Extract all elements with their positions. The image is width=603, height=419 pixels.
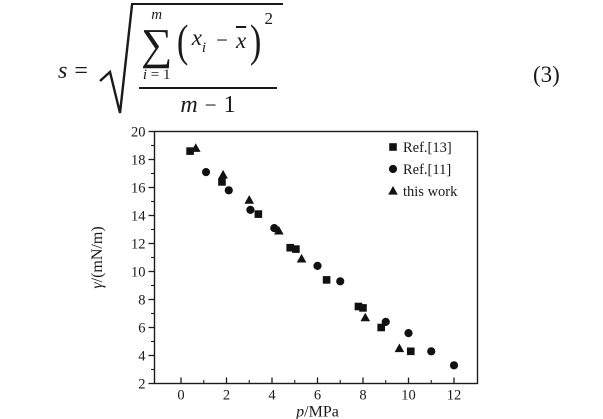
equals-sign: =	[150, 66, 160, 83]
minus-sign: −	[204, 92, 217, 117]
x-tick-label: 0	[177, 388, 184, 404]
legend-marker-circle	[388, 164, 398, 174]
data-point-triangle	[360, 312, 371, 322]
data-point-circle	[336, 277, 345, 286]
equation-lhs: s =	[58, 58, 88, 85]
data-point-circle	[449, 361, 459, 370]
y-tick-label: 4	[138, 349, 146, 365]
radicand: m ∑ i = 1 ( xi − x ) 2 m −1	[131, 3, 283, 119]
summation: m ∑ i = 1	[141, 8, 172, 83]
x-tick-label: 12	[447, 388, 462, 404]
open-paren: (	[177, 15, 189, 66]
variable-x-bar: x	[236, 29, 246, 52]
minus-sign: −	[216, 28, 228, 53]
legend-marker-triangle	[388, 186, 398, 195]
x-tick-label: 8	[359, 388, 366, 404]
equals-sign: =	[74, 58, 88, 84]
data-point-circle	[313, 261, 322, 270]
x-tick-label: 10	[401, 388, 416, 404]
data-point-circle	[224, 186, 233, 195]
data-point-circle	[404, 329, 413, 338]
data-point-square	[377, 323, 385, 332]
variable-s: s	[58, 58, 68, 84]
data-point-square	[254, 210, 263, 218]
data-point-square	[322, 276, 331, 284]
radical-sign-icon	[99, 4, 134, 114]
summation-sign: ∑	[141, 20, 173, 69]
variable-x: x	[235, 28, 247, 54]
equation-denominator: m −1	[139, 89, 277, 119]
y-tick-label: 8	[138, 293, 145, 309]
data-point-square	[292, 245, 300, 253]
data-point-triangle	[190, 143, 201, 152]
variable-x: x	[191, 24, 202, 50]
data-point-circle	[270, 224, 279, 233]
y-tick-label: 12	[131, 237, 146, 253]
data-point-square	[286, 243, 294, 252]
y-tick-label: 16	[131, 181, 146, 197]
x-tick-label: 2	[223, 388, 230, 404]
data-point-square	[406, 347, 415, 356]
y-tick-label: 20	[131, 125, 146, 141]
x-tick-label: 4	[268, 388, 276, 404]
variable-m: m	[180, 91, 198, 118]
legend-label: this work	[403, 184, 458, 200]
variable-x-sub-i: xi	[192, 26, 206, 56]
data-point-circle	[427, 347, 436, 356]
data-point-square	[186, 147, 194, 155]
legend-label: Ref.[11]	[403, 162, 451, 178]
x-axis-label: p/MPa	[295, 404, 339, 419]
data-point-circle	[201, 168, 211, 177]
data-point-circle	[381, 317, 390, 326]
data-point-square	[354, 302, 363, 311]
exponent: 2	[264, 9, 273, 28]
y-tick-label: 18	[131, 153, 146, 169]
summation-upper-limit: m	[151, 7, 163, 23]
y-tick-label: 6	[138, 321, 145, 337]
data-point-triangle	[394, 343, 405, 353]
data-point-triangle	[218, 169, 228, 179]
variable-i: i	[142, 66, 148, 83]
equation-numerator: m ∑ i = 1 ( xi − x ) 2	[139, 8, 277, 89]
squared-term: ( xi − x )	[175, 15, 263, 66]
legend-label: Ref.[13]	[403, 140, 452, 156]
close-paren: )	[250, 15, 262, 66]
summation-lower-limit: i = 1	[142, 66, 171, 83]
legend-marker-square	[389, 143, 397, 151]
y-tick-label: 2	[138, 377, 145, 393]
value-one: 1	[163, 66, 171, 83]
subscript-i: i	[201, 39, 207, 56]
value-one: 1	[223, 91, 236, 118]
data-point-circle	[246, 205, 255, 214]
data-point-triangle	[296, 253, 307, 263]
data-point-square	[359, 304, 367, 312]
data-point-triangle	[274, 225, 284, 235]
equation-number: (3)	[533, 62, 560, 87]
y-tick-label: 10	[131, 265, 146, 281]
data-point-square	[218, 178, 226, 186]
y-axis-label: γ/(mN/m)	[89, 226, 106, 288]
data-point-triangle	[244, 195, 255, 204]
x-tick-label: 6	[314, 388, 321, 404]
y-tick-label: 14	[131, 209, 146, 225]
